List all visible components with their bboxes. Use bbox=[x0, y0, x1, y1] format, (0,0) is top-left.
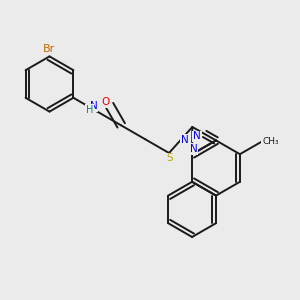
Text: H: H bbox=[86, 105, 93, 115]
Text: N: N bbox=[193, 131, 201, 141]
Text: CH₃: CH₃ bbox=[262, 137, 279, 146]
Text: Br: Br bbox=[44, 44, 56, 54]
Text: N: N bbox=[190, 144, 197, 154]
Text: N: N bbox=[89, 101, 97, 111]
Text: S: S bbox=[167, 153, 173, 164]
Text: O: O bbox=[102, 97, 110, 107]
Text: N: N bbox=[181, 135, 189, 145]
